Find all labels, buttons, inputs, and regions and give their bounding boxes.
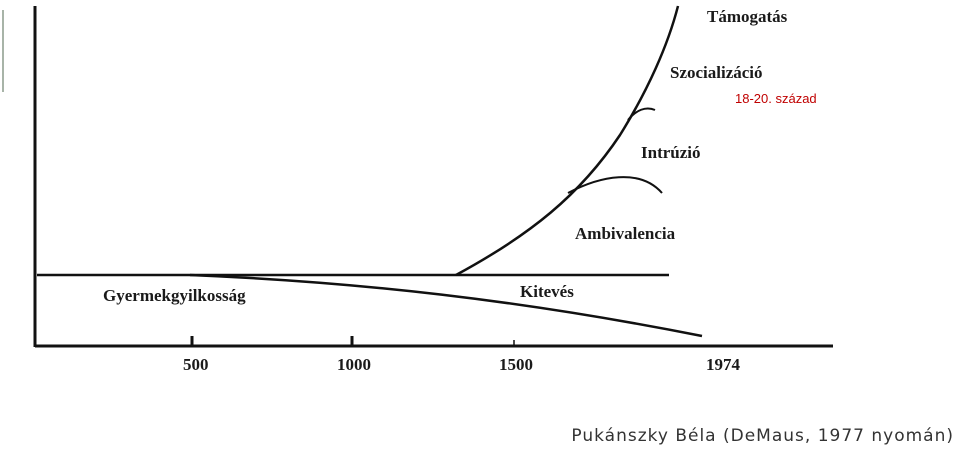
tick-label-500: 500 (183, 355, 209, 374)
exposure-curve (189, 273, 703, 338)
label-szocializacio: Szocializáció (670, 63, 763, 82)
label-intruzio: Intrúzió (641, 143, 701, 162)
tick-label-1500: 1500 (499, 355, 533, 374)
annotation-century: 18-20. század (735, 91, 817, 106)
tick-label-1000: 1000 (337, 355, 371, 374)
intrusion-arc (627, 107, 656, 121)
ambivalence-arc (567, 176, 663, 194)
rising-curve (455, 5, 680, 277)
label-gyermekgyilkossag: Gyermekgyilkosság (103, 286, 246, 305)
label-kiteves: Kitevés (520, 282, 574, 301)
label-tamogatas: Támogatás (707, 7, 788, 26)
source-caption: Pukánszky Béla (DeMaus, 1977 nyomán) (571, 426, 954, 446)
label-ambivalencia: Ambivalencia (575, 224, 676, 243)
tick-label-1974: 1974 (706, 355, 741, 374)
